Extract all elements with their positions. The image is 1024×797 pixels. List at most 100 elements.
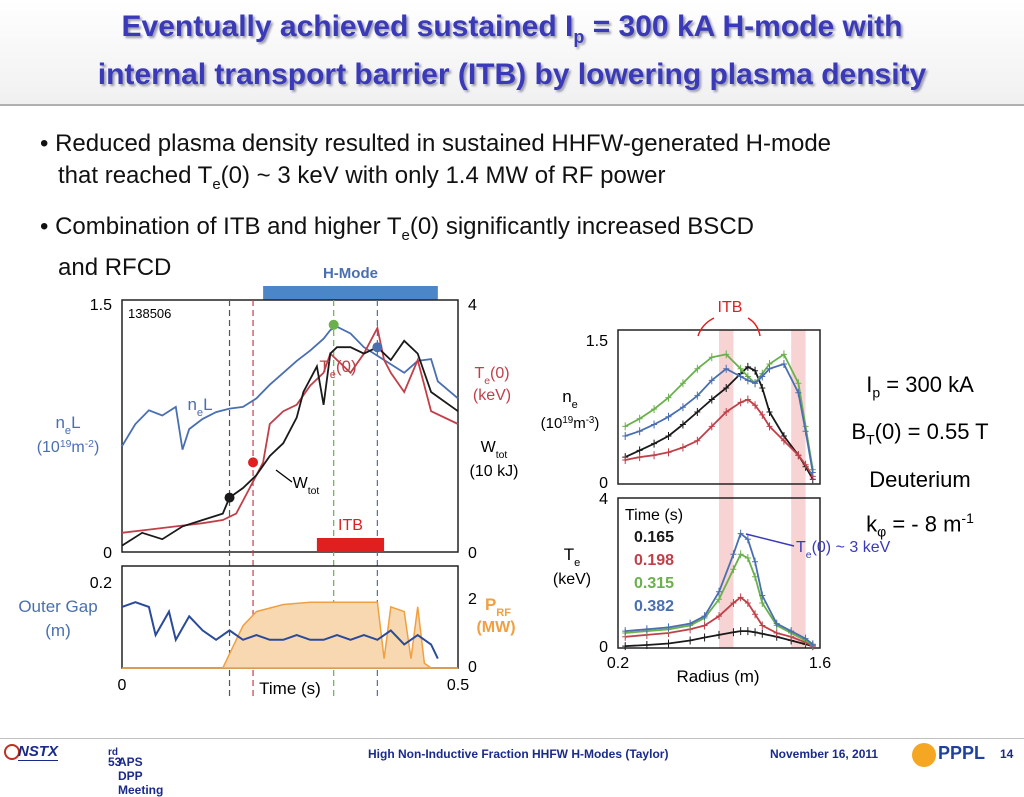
itb-profile-label: ITB (718, 299, 743, 316)
param-species: Deuterium (869, 466, 971, 492)
te-data-point (752, 628, 759, 637)
ne-data-point (665, 393, 672, 402)
itb-bar (316, 538, 385, 552)
ne-data-point (679, 379, 686, 388)
wtot-arrow (275, 469, 293, 483)
ne-data-point (780, 436, 787, 445)
param-k-sup: -1 (961, 509, 974, 526)
te-data-point (802, 634, 809, 643)
tick-label: 0.2 (90, 575, 112, 592)
te-data-point (716, 595, 722, 604)
te-data-point (744, 535, 751, 544)
tick-label: 1.6 (809, 655, 831, 672)
ne-data-point (679, 420, 686, 429)
ne-data-point (636, 453, 643, 462)
te-data-point (730, 628, 737, 637)
bullet-2-text-b: (0) significantly increased BSCD (409, 212, 754, 240)
te-data-point (737, 529, 744, 538)
title-line1-a: Eventually achieved sustained I (121, 10, 574, 43)
bullet-2-line2: and RFCD (58, 253, 172, 281)
right-axis-unit-te: (keV) (473, 387, 511, 404)
te-axis-unit: (keV) (553, 571, 591, 588)
param-k-a: k (866, 511, 878, 537)
te-data-point (665, 623, 672, 632)
te-data-point (730, 550, 737, 559)
te-data-point (773, 619, 780, 628)
te-data-point (759, 629, 766, 638)
param-bt-a: B (851, 419, 867, 445)
param-kphi: kφ = - 8 m-1 (820, 499, 1020, 552)
ne-data-point (708, 353, 715, 362)
tick-label: 0 (468, 659, 477, 676)
te-data-point (737, 550, 744, 559)
tick-label: 1.5 (586, 333, 608, 350)
te-data-point (716, 612, 722, 621)
te-data-point (788, 627, 795, 636)
ne-data-point (802, 427, 809, 436)
top-panel-frame (121, 299, 459, 553)
ne-axis-label: ne (562, 387, 578, 411)
pppl-logo-text: PPPL (938, 743, 986, 763)
ne-data-point (795, 451, 802, 460)
x-axis-label: Time (s) (259, 679, 321, 698)
itb-arrow-left (697, 317, 715, 337)
ne-data-point (694, 436, 701, 445)
ne-data-point (622, 422, 629, 431)
nstx-logo-icon (4, 744, 20, 760)
series-area-prf (122, 601, 458, 669)
ne-data-point (737, 364, 744, 373)
footer-talk-title: High Non-Inductive Fraction HHFW H-Modes… (368, 747, 669, 761)
ne-data-point (708, 395, 715, 404)
ne-data-point (780, 360, 787, 368)
tick-label: 0 (468, 545, 477, 562)
ne-data-point (694, 391, 701, 400)
ne-data-point (802, 460, 809, 469)
ne-data-point (780, 350, 787, 359)
right-axis-label-te: Te(0) (474, 365, 509, 387)
bullet-2-text-a: • Combination of ITB and higher T (40, 212, 402, 240)
ne-data-point (744, 395, 751, 404)
ne-data-point (636, 414, 643, 423)
te-panel-frame (617, 497, 821, 649)
meeting-name: APS DPP Meeting (118, 755, 164, 797)
right-axis-unit-prf: (MW) (476, 619, 515, 636)
te-data-point (687, 619, 694, 628)
ne-data-point (708, 376, 715, 385)
ne-data-point (622, 456, 629, 464)
ne-axis-unit: (1019m-3) (541, 415, 600, 433)
te-data-point (622, 642, 629, 651)
marker-point (224, 492, 235, 503)
ne-data-point (723, 408, 730, 416)
te-data-point (744, 599, 751, 607)
series-label-wtot: Wtot (293, 475, 320, 497)
ne-data-point (651, 451, 658, 460)
te-data-point (752, 572, 759, 581)
series-line-Wtot (121, 339, 459, 547)
chart-canvas: H-ModeITB1385061.5040neL(1019m-2)Te(0)(k… (18, 265, 891, 700)
ne-data-point (737, 398, 744, 407)
hmode-bar (263, 286, 438, 300)
ne-data-point (723, 364, 730, 373)
tick-label: 0.2 (607, 655, 629, 672)
legend-entry-0.198: 0.198 (634, 552, 674, 569)
tick-label: 0 (599, 639, 608, 656)
ne-data-point (752, 401, 759, 410)
param-ip-a: I (866, 372, 873, 397)
param-k-b: = - 8 m (886, 511, 962, 537)
ne-data-point (651, 420, 658, 429)
bullet-1-line2: that reached Te(0) ~ 3 keV with only 1.4… (40, 160, 1000, 201)
ne-data-point (665, 412, 672, 421)
series-line-outer-gap (121, 601, 439, 660)
te-data-point (730, 599, 737, 607)
itb-bar-label: ITB (338, 517, 363, 534)
ne-data-point (679, 443, 686, 452)
ne-data-point (665, 448, 672, 457)
te-data-point (773, 629, 780, 637)
ne-data-point (723, 350, 730, 359)
tick-label: 4 (468, 297, 477, 314)
te-peak-arrow (745, 533, 795, 547)
ne-data-point (708, 422, 715, 431)
tick-label: 0 (103, 545, 112, 562)
x-axis-label: Radius (m) (676, 667, 759, 686)
